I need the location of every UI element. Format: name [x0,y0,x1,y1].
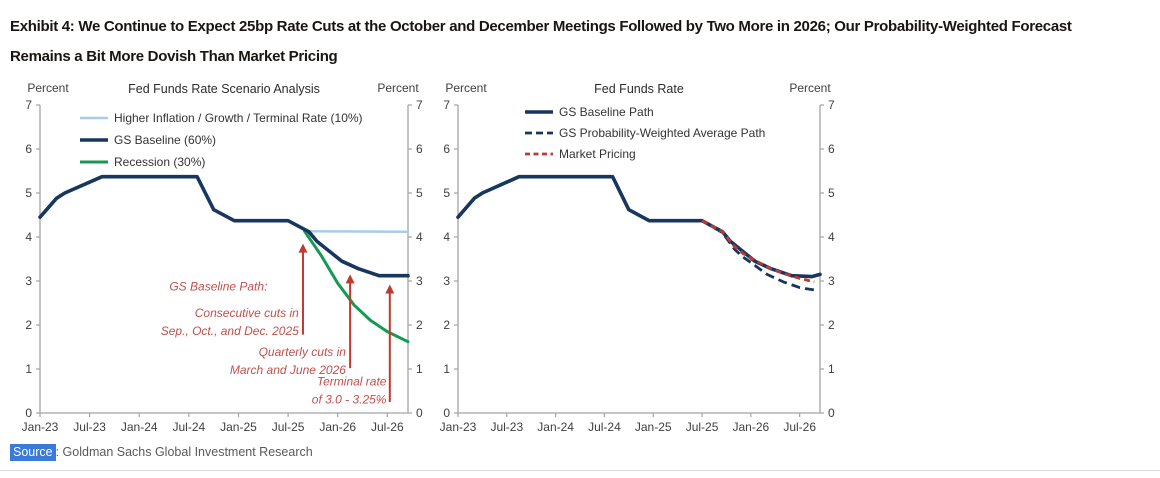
series-gs-probability-weighted [701,219,817,292]
legend-label: Higher Inflation / Growth / Terminal Rat… [114,111,363,125]
bottom-divider [0,470,1160,471]
svg-text:4: 4 [416,230,423,244]
legend-label: GS Probability-Weighted Average Path [559,126,765,140]
svg-text:0: 0 [25,406,32,420]
svg-text:5: 5 [25,186,32,200]
svg-text:7: 7 [25,98,32,112]
chart-title: Fed Funds Rate Scenario Analysis [128,82,320,96]
svg-text:3: 3 [416,274,423,288]
svg-text:Jul-24: Jul-24 [588,420,621,434]
svg-text:3: 3 [828,274,835,288]
svg-text:Jan-25: Jan-25 [220,420,257,434]
svg-text:3: 3 [443,274,450,288]
legend-label: Recession (30%) [114,155,205,169]
svg-text:Jul-26: Jul-26 [371,420,404,434]
svg-text:Jul-26: Jul-26 [783,420,816,434]
svg-text:2: 2 [828,318,835,332]
svg-text:Jan-23: Jan-23 [22,420,59,434]
annotation-text-3: Quarterly cuts in March and June 2026 [230,345,346,377]
legend-label: GS Baseline (60%) [114,133,216,147]
source-line: Source: Goldman Sachs Global Investment … [10,444,313,461]
svg-text:1: 1 [443,362,450,376]
legend: GS Baseline Path GS Probability-Weighted … [525,105,765,161]
legend-label: Market Pricing [559,147,636,161]
svg-text:4: 4 [25,230,32,244]
svg-text:6: 6 [416,142,423,156]
svg-text:1: 1 [25,362,32,376]
svg-text:2: 2 [25,318,32,332]
source-label-highlight: Source [10,444,56,461]
series-gs-baseline [38,174,410,278]
svg-text:Terminal rate: Terminal rate [317,375,387,389]
svg-text:Jul-23: Jul-23 [490,420,523,434]
annotation-arrow-2 [345,274,355,369]
series-market-pricing [701,219,815,284]
source-text: : Goldman Sachs Global Investment Resear… [55,445,313,459]
left-chart-fed-funds-scenario-analysis: 0 0 1 1 2 2 3 3 4 4 5 5 6 6 7 7 Jan-23 Jul-23 Jan-24 Jul-24… [22,81,423,434]
svg-text:Jan-26: Jan-26 [319,420,356,434]
svg-text:March and June 2026: March and June 2026 [230,363,346,377]
chart-title: Fed Funds Rate [594,82,684,96]
axes: 0 0 1 1 2 2 3 3 4 4 5 5 6 6 7 7 Jan-23 Jul-23 Jan-24 Jul-24… [22,98,423,434]
svg-text:5: 5 [828,186,835,200]
svg-text:Sep., Oct., and Dec. 2025: Sep., Oct., and Dec. 2025 [161,324,299,338]
ylabel-right: Percent [789,81,831,95]
svg-text:0: 0 [443,406,450,420]
svg-text:1: 1 [828,362,835,376]
svg-text:0: 0 [416,406,423,420]
svg-text:6: 6 [25,142,32,156]
svg-text:7: 7 [443,98,450,112]
svg-text:Jan-23: Jan-23 [440,420,477,434]
svg-text:Jul-23: Jul-23 [73,420,106,434]
axes: 0 0 1 1 2 2 3 3 4 4 5 5 6 6 7 7 Jan-23 Jul-23 Jan-24 Jul-24… [440,98,835,434]
svg-text:Jan-24: Jan-24 [121,420,158,434]
annotation-text-4: Terminal rate of 3.0 - 3.25% [312,375,387,407]
legend-label: GS Baseline Path [559,105,654,119]
svg-text:3: 3 [25,274,32,288]
svg-text:Jan-25: Jan-25 [635,420,672,434]
svg-text:2: 2 [416,318,423,332]
svg-text:7: 7 [828,98,835,112]
annotation-arrow-1 [298,243,308,335]
svg-text:7: 7 [416,98,423,112]
svg-text:4: 4 [828,230,835,244]
ylabel-left: Percent [27,81,69,95]
svg-text:Jul-25: Jul-25 [272,420,305,434]
svg-text:0: 0 [828,406,835,420]
right-chart-fed-funds-rate: 0 0 1 1 2 2 3 3 4 4 5 5 6 6 7 7 Jan-23 Jul-23 Jan-24 Jul-24… [440,81,835,434]
svg-text:Jul-24: Jul-24 [173,420,206,434]
svg-text:GS Baseline Path:: GS Baseline Path: [169,280,267,294]
svg-text:2: 2 [443,318,450,332]
annotation-text-2: Consecutive cuts in Sep., Oct., and Dec. … [161,306,299,338]
svg-text:Quarterly cuts in: Quarterly cuts in [259,345,347,359]
svg-text:of 3.0 - 3.25%: of 3.0 - 3.25% [312,393,387,407]
series-gs-baseline-path [456,174,822,279]
svg-text:6: 6 [828,142,835,156]
series-recession [303,229,410,344]
svg-text:Consecutive cuts in: Consecutive cuts in [195,306,299,320]
legend: Higher Inflation / Growth / Terminal Rat… [80,111,363,169]
ylabel-right: Percent [377,81,419,95]
svg-text:4: 4 [443,230,450,244]
annotation-text-1: GS Baseline Path: [169,280,267,294]
svg-text:Jul-25: Jul-25 [686,420,719,434]
svg-text:5: 5 [416,186,423,200]
svg-text:Jan-26: Jan-26 [733,420,770,434]
svg-text:6: 6 [443,142,450,156]
ylabel-left: Percent [445,81,487,95]
svg-text:Jan-24: Jan-24 [537,420,574,434]
exhibit-title: Exhibit 4: We Continue to Expect 25bp Ra… [10,18,1072,65]
svg-text:1: 1 [416,362,423,376]
svg-text:5: 5 [443,186,450,200]
annotation-arrow-3 [385,284,395,402]
